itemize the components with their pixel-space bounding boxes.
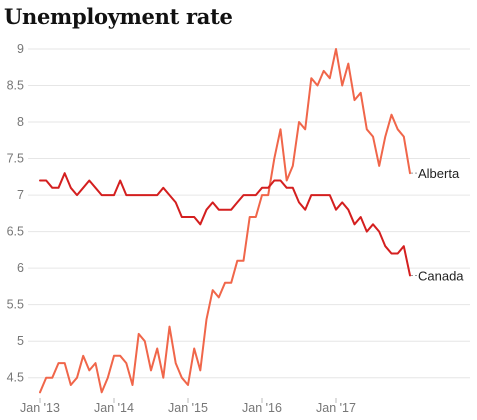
series-label-alberta: Alberta <box>418 166 460 181</box>
chart-title: Unemployment rate <box>4 4 233 29</box>
y-tick-label: 8 <box>17 115 24 129</box>
y-tick-label: 6 <box>17 261 24 275</box>
x-tick-label: Jan '15 <box>168 401 208 415</box>
x-tick-label: Jan '13 <box>20 401 60 415</box>
x-tick-label: Jan '14 <box>94 401 134 415</box>
x-axis-ticks: Jan '13 Jan '14 Jan '15 Jan '16 Jan '17 <box>20 398 356 415</box>
y-axis-ticks: 4.5 5 5.5 6 6.5 7 7.5 8 8.5 9 <box>7 42 24 385</box>
x-tick-label: Jan '16 <box>242 401 282 415</box>
y-tick-label: 4.5 <box>7 371 24 385</box>
y-tick-label: 9 <box>17 42 24 56</box>
series-line-alberta <box>39 48 411 394</box>
y-tick-label: 7.5 <box>7 152 24 166</box>
y-tick-label: 7 <box>17 188 24 202</box>
series-lines <box>39 48 411 394</box>
gridlines <box>28 48 470 379</box>
y-tick-label: 8.5 <box>7 78 24 92</box>
y-tick-label: 5.5 <box>7 298 24 312</box>
x-tick-label: Jan '17 <box>316 401 356 415</box>
y-tick-label: 6.5 <box>7 225 24 239</box>
series-label-canada: Canada <box>418 268 464 283</box>
series-labels: Alberta Canada <box>411 166 464 283</box>
y-tick-label: 5 <box>17 334 24 348</box>
series-line-canada <box>39 172 411 277</box>
